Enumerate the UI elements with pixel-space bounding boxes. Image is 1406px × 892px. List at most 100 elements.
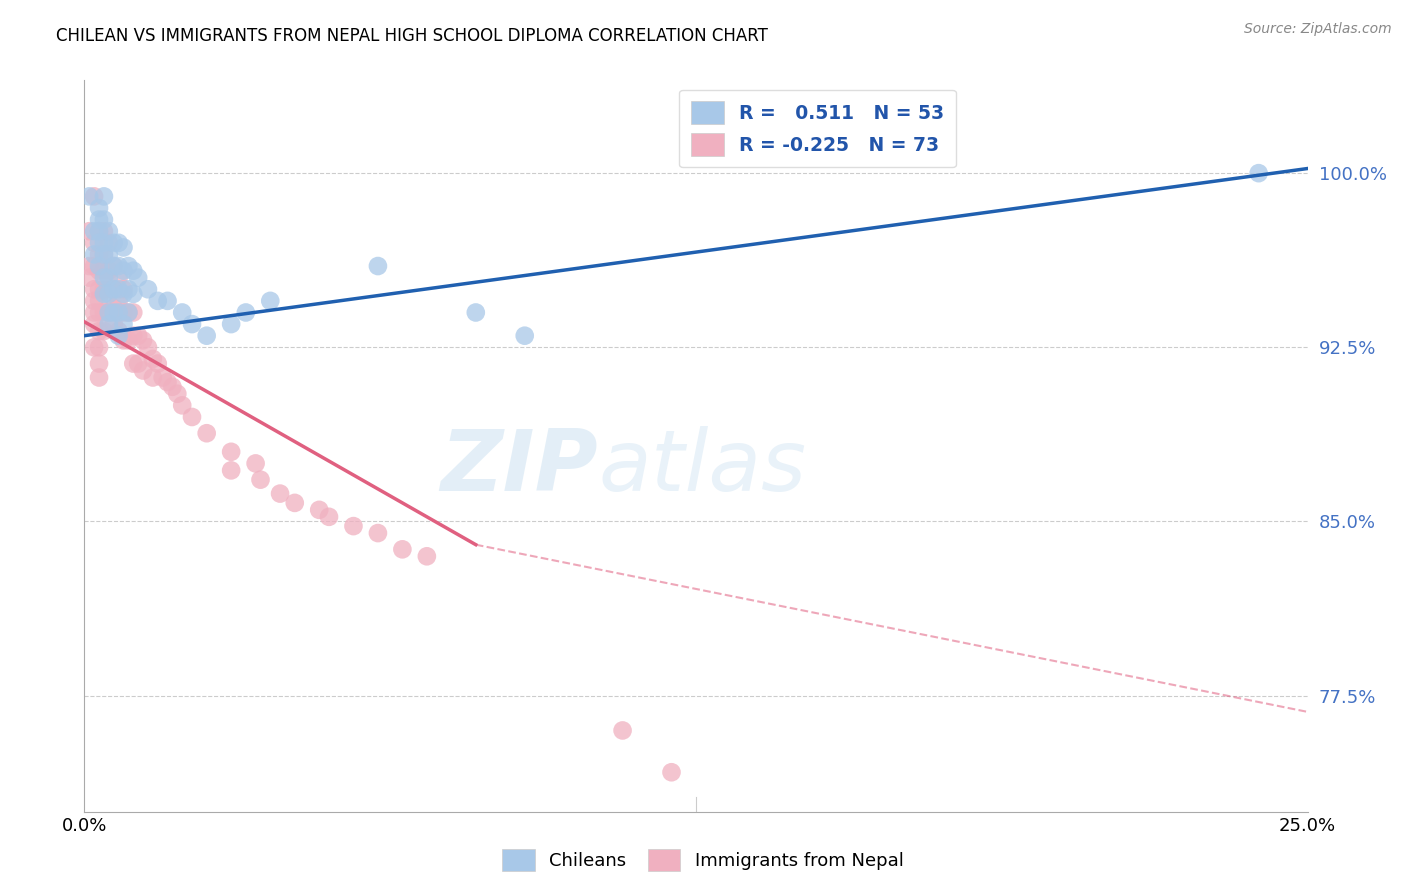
Point [93,235,115,250]
Point [87,282,110,296]
Point [103,259,125,273]
Point [97,263,120,277]
Point [93,324,115,338]
Point [367,259,389,273]
Point [97,305,120,319]
Point [83,282,105,296]
Point [259,293,281,308]
Point [269,486,291,500]
Text: Source: ZipAtlas.com: Source: ZipAtlas.com [1244,22,1392,37]
Point [112,240,135,254]
Point [87,263,110,277]
Point [318,509,340,524]
Point [156,293,179,308]
Point [97,235,120,250]
Point [107,235,129,250]
Point [1247,166,1270,180]
Point [117,305,139,319]
Point [87,201,110,215]
Point [87,212,110,227]
Point [142,370,165,384]
Point [103,301,125,315]
Point [87,259,110,273]
Point [181,317,204,331]
Point [97,282,120,296]
Point [93,247,115,261]
Point [103,282,125,296]
Point [87,324,110,338]
Point [464,305,486,319]
Point [391,542,413,557]
Point [127,328,149,343]
Point [93,263,115,277]
Point [117,259,139,273]
Point [308,503,330,517]
Point [87,305,110,319]
Point [97,270,120,285]
Point [83,340,105,354]
Point [122,263,145,277]
Point [87,357,110,371]
Point [146,293,169,308]
Point [87,224,110,238]
Point [245,457,267,471]
Point [97,224,120,238]
Point [612,723,634,738]
Point [112,282,135,296]
Point [156,375,179,389]
Point [93,282,115,296]
Point [87,340,110,354]
Point [127,357,149,371]
Point [342,519,364,533]
Point [107,324,129,338]
Point [93,270,115,285]
Point [83,317,105,331]
Point [249,473,271,487]
Point [83,189,105,203]
Point [103,282,125,296]
Point [97,317,120,331]
Point [93,247,115,261]
Point [93,305,115,319]
Point [93,286,115,301]
Point [172,305,194,319]
Point [122,286,145,301]
Point [152,370,174,384]
Point [77,189,100,203]
Point [112,305,135,319]
Text: ZIP: ZIP [440,426,598,509]
Point [107,270,129,285]
Point [107,282,129,296]
Point [83,224,105,238]
Point [93,189,115,203]
Point [122,328,145,343]
Point [77,259,100,273]
Point [97,286,120,301]
Point [83,293,105,308]
Point [162,380,184,394]
Point [107,293,129,308]
Point [146,357,169,371]
Point [103,259,125,273]
Point [87,224,110,238]
Point [87,293,110,308]
Point [513,328,536,343]
Point [103,235,125,250]
Point [195,426,218,441]
Point [181,409,204,424]
Point [87,247,110,261]
Text: atlas: atlas [598,426,806,509]
Point [117,305,139,319]
Point [103,317,125,331]
Point [112,286,135,301]
Point [132,334,155,348]
Point [77,270,100,285]
Point [93,224,115,238]
Point [83,247,105,261]
Point [107,305,129,319]
Point [136,282,159,296]
Point [77,224,100,238]
Point [107,328,129,343]
Legend: R =   0.511   N = 53, R = -0.225   N = 73: R = 0.511 N = 53, R = -0.225 N = 73 [679,90,956,168]
Point [416,549,439,564]
